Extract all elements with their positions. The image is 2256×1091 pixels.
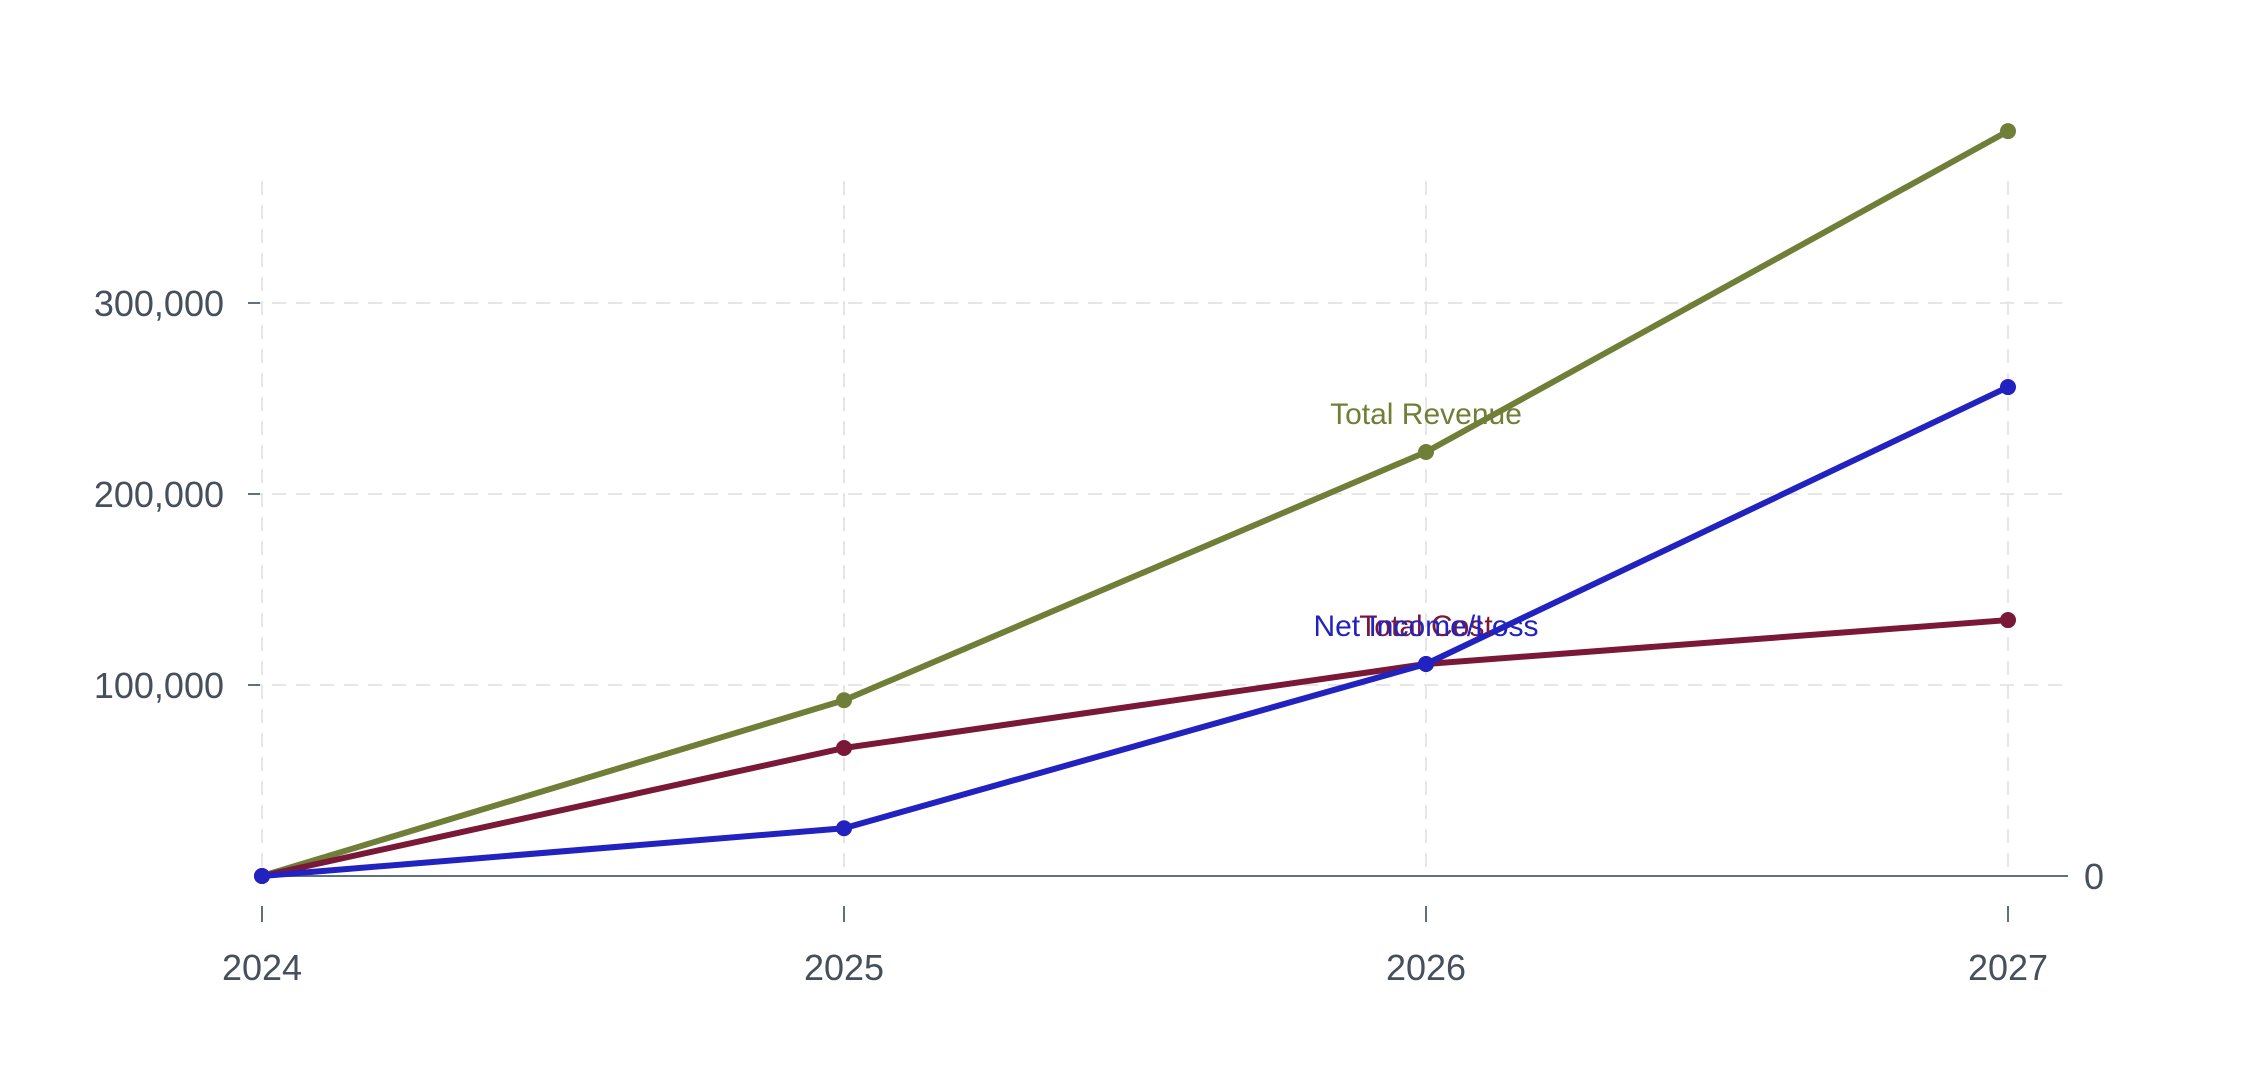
- series-label-net-income-loss: Net Income/Loss: [1313, 610, 1538, 643]
- data-point-total-cost: [2000, 612, 2016, 629]
- series-line-total-cost: [259, 617, 2011, 879]
- grid-layer: [248, 181, 2072, 876]
- data-point-net-income-loss: [836, 820, 852, 837]
- series-line-net-income-loss: [259, 384, 2011, 879]
- series-label-total-revenue: Total Revenue: [1330, 398, 1522, 431]
- y-tick-label: 300,000: [94, 283, 224, 324]
- data-point-total-revenue: [2000, 123, 2016, 140]
- data-point-total-revenue: [836, 692, 852, 709]
- x-tick-label: 2025: [804, 947, 884, 988]
- y-tick-label: 100,000: [94, 665, 224, 706]
- series-label-total-cost: Total Cost: [1359, 610, 1493, 643]
- x-tick-label: 2026: [1386, 947, 1466, 988]
- data-point-net-income-loss: [2000, 379, 2016, 396]
- data-point-net-income-loss: [1418, 655, 1434, 672]
- y-tick-label: 0: [2084, 856, 2104, 897]
- axis-layer: 0 100,000 200,000 300,000 2024 2025 2026 2027: [94, 283, 2104, 988]
- series-line-total-revenue: [259, 128, 2011, 879]
- y-tick-label: 200,000: [94, 474, 224, 515]
- data-point-net-income-loss: [254, 868, 270, 884]
- x-tick-label: 2027: [1968, 947, 2048, 988]
- data-point-total-cost: [836, 740, 852, 757]
- series-layer: [254, 123, 2016, 884]
- data-point-total-revenue: [1418, 443, 1434, 460]
- x-tick-label: 2024: [222, 947, 302, 988]
